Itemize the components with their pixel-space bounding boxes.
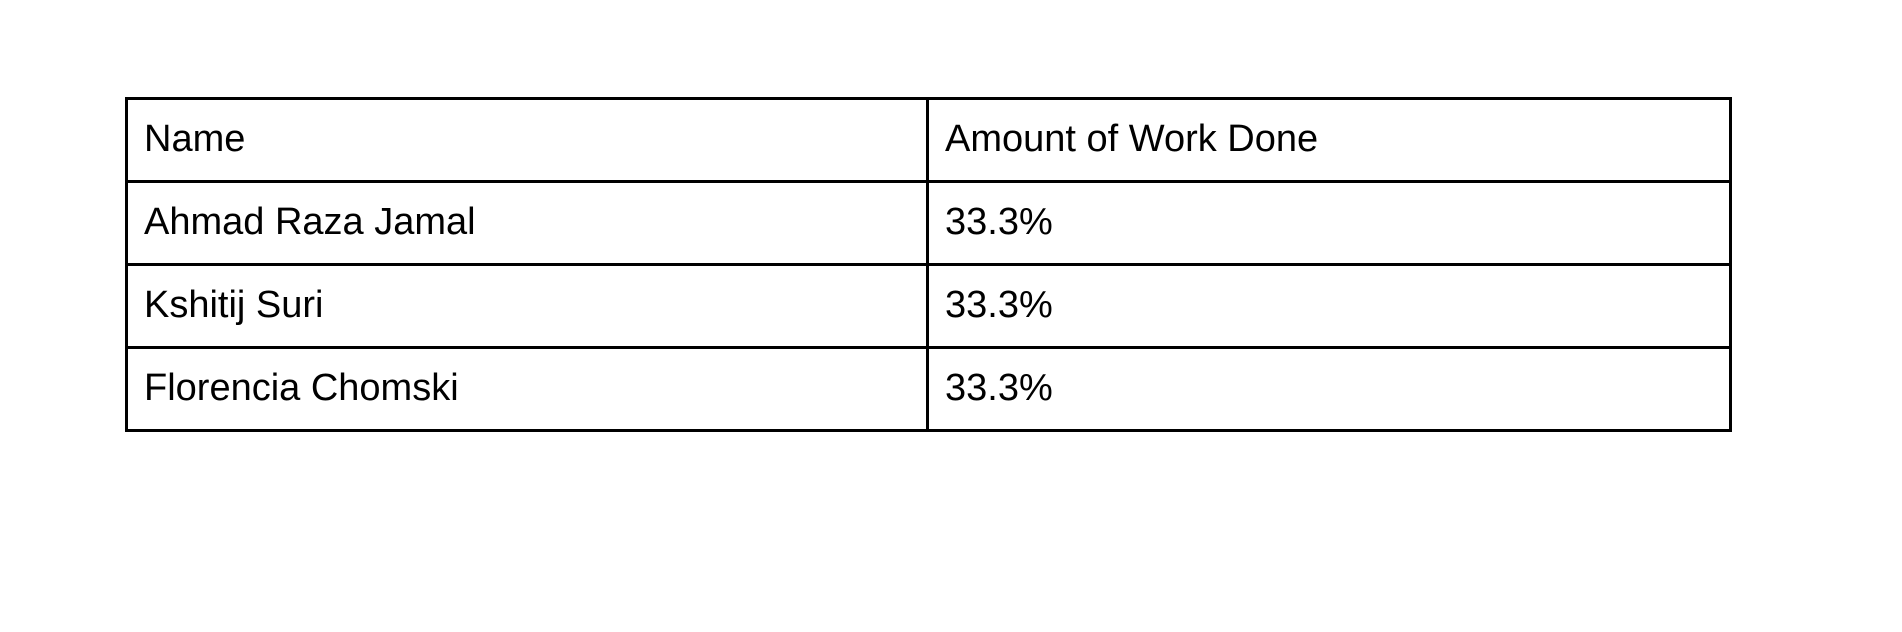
cell-amount: 33.3% (926, 263, 1732, 349)
work-distribution-table: Name Amount of Work Done Ahmad Raza Jama… (125, 97, 1732, 432)
cell-amount: 33.3% (926, 346, 1732, 432)
table-row: Ahmad Raza Jamal 33.3% (125, 180, 1732, 266)
cell-name: Kshitij Suri (125, 263, 929, 349)
table-header-row: Name Amount of Work Done (125, 97, 1732, 183)
cell-amount: 33.3% (926, 180, 1732, 266)
header-name: Name (125, 97, 929, 183)
header-amount-of-work: Amount of Work Done (926, 97, 1732, 183)
cell-name: Florencia Chomski (125, 346, 929, 432)
table-row: Kshitij Suri 33.3% (125, 263, 1732, 349)
cell-name: Ahmad Raza Jamal (125, 180, 929, 266)
table-row: Florencia Chomski 33.3% (125, 346, 1732, 432)
